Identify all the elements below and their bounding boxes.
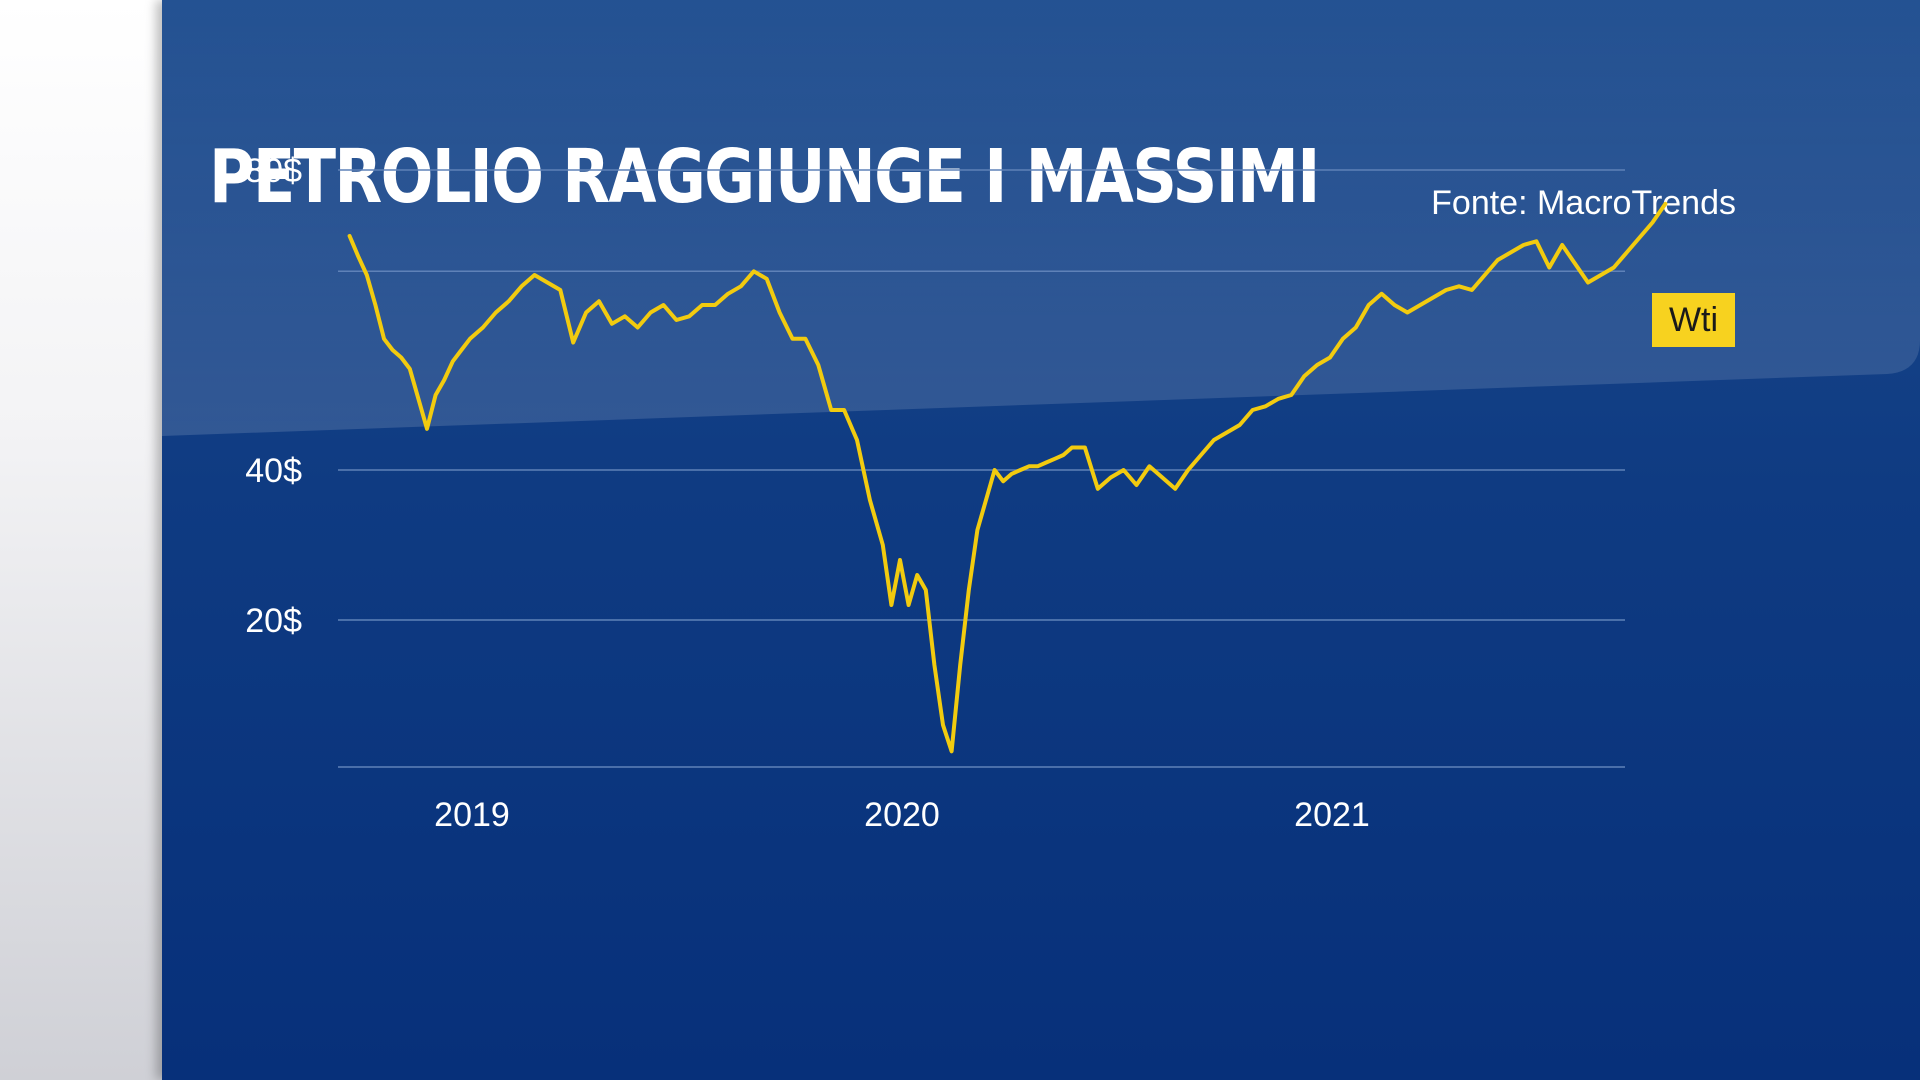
source-label: Fonte: MacroTrends [1431, 184, 1736, 222]
chart-title: PETROLIO RAGGIUNGE I MASSIMI [209, 134, 1320, 220]
y-tick-label-20: 20$ [245, 602, 302, 640]
legend-label: Wti [1668, 301, 1719, 339]
series-line-wti [347, 201, 1668, 754]
y-tick-label-40: 40$ [245, 452, 302, 490]
x-tick-label-2021: 2021 [1294, 796, 1370, 834]
grid-lines [338, 169, 1625, 768]
x-tick-labels: 2019 2020 2021 [434, 796, 1370, 834]
y-tick-labels: 80$ 40$ 20$ [245, 152, 302, 640]
x-tick-label-2019: 2019 [434, 796, 510, 834]
series-lines [347, 201, 1668, 754]
left-side-strip [0, 0, 162, 1080]
y-tick-label-80: 80$ [245, 152, 302, 190]
legend-wti: Wti [1652, 293, 1735, 347]
x-tick-label-2020: 2020 [864, 796, 940, 834]
